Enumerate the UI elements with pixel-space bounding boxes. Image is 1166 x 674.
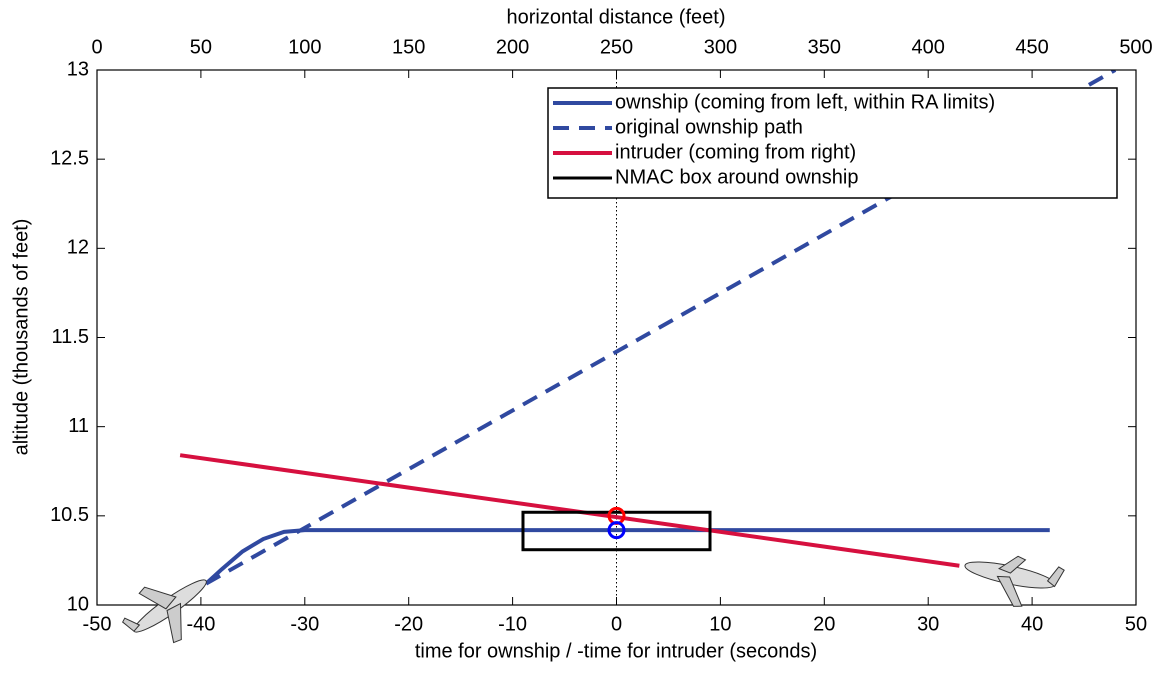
y-tick-label: 12 [67, 237, 89, 259]
y-tick-label: 10 [67, 593, 89, 615]
y-tick-label: 11.5 [52, 326, 89, 348]
x-tick-label: -20 [394, 613, 423, 635]
marker [607, 521, 626, 540]
x-tick-label: 10 [709, 613, 731, 635]
nmac-box [521, 510, 712, 552]
x-tick-label: 20 [813, 613, 835, 635]
legend-label: ownship (coming from left, within RA lim… [615, 91, 995, 113]
airplane-icon [122, 579, 207, 644]
x-tick-label: -50 [83, 613, 112, 635]
legend: ownship (coming from left, within RA lim… [547, 87, 1118, 199]
top-tick-label: 350 [808, 36, 841, 58]
y-tick-label: 11 [68, 415, 89, 437]
x-tick-label: 0 [611, 613, 622, 635]
legend-label: intruder (coming from right) [615, 141, 856, 163]
x-axis-label: time for ownship / -time for intruder (s… [415, 640, 817, 662]
top-tick-label: 250 [600, 36, 633, 58]
top-tick-label: 150 [392, 36, 425, 58]
airplane-icon [964, 555, 1065, 607]
x-tick-label: 50 [1125, 613, 1147, 635]
top-axis-label: horizontal distance (feet) [506, 6, 725, 28]
y-tick-label: 10.5 [50, 504, 89, 526]
top-tick-label: 100 [288, 36, 321, 58]
y-tick-label: 13 [67, 58, 89, 80]
y-tick-label: 12.5 [50, 147, 89, 169]
top-tick-label: 450 [1015, 36, 1048, 58]
legend-label: original ownship path [615, 116, 803, 138]
top-tick-label: 500 [1119, 36, 1152, 58]
x-tick-label: -40 [186, 613, 215, 635]
top-tick-label: 50 [190, 36, 212, 58]
top-tick-label: 0 [91, 36, 102, 58]
series-line [204, 528, 1050, 586]
x-tick-label: -30 [290, 613, 319, 635]
top-tick-label: 200 [496, 36, 529, 58]
legend-label: NMAC box around ownship [615, 166, 858, 188]
series-line [179, 453, 960, 568]
top-tick-label: 300 [704, 36, 737, 58]
x-tick-label: 30 [917, 613, 939, 635]
x-tick-label: -10 [498, 613, 527, 635]
y-axis-label: altitude (thousands of feet) [10, 219, 32, 456]
legend-box [547, 87, 1118, 199]
x-tick-label: 40 [1021, 613, 1043, 635]
top-tick-label: 400 [912, 36, 945, 58]
